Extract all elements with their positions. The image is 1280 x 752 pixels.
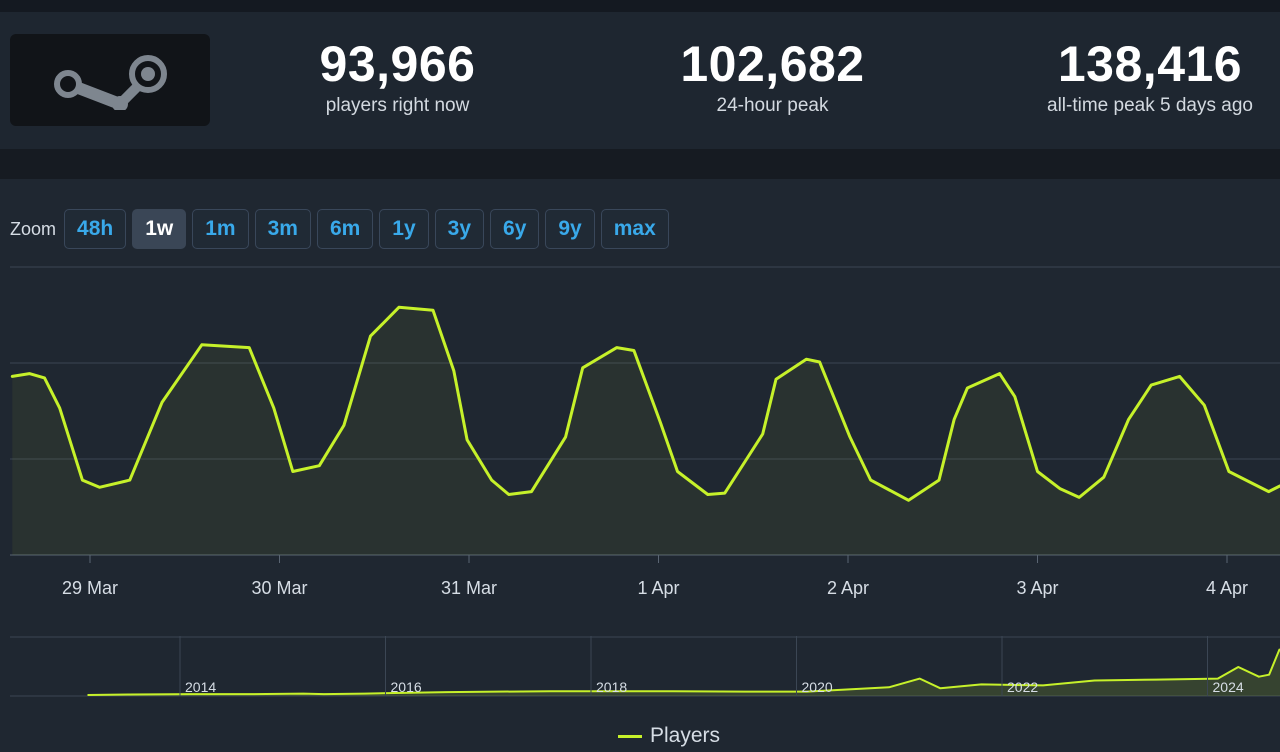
current-players-value: 93,966 (319, 36, 476, 92)
zoom-button-3m[interactable]: 3m (254, 209, 311, 249)
x-tick-label: 2 Apr (827, 578, 869, 598)
navigator-line-players (87, 648, 1280, 696)
player-count-chart[interactable]: 29 Mar 30 Mar 31 Mar 1 Apr 2 Apr 3 Apr 4 Apr (0, 255, 1280, 615)
navigator-tick-label: 2022 (1007, 679, 1038, 695)
x-tick-label: 31 Mar (441, 578, 497, 598)
section-gap (0, 149, 1280, 179)
zoom-controls: Zoom 48h 1w 1m 3m 6m 1y 3y 6y 9y max (10, 208, 675, 250)
x-tick-label: 3 Apr (1016, 578, 1058, 598)
zoom-label: Zoom (10, 218, 57, 239)
zoom-button-1m[interactable]: 1m (192, 209, 249, 249)
steam-logo-icon (54, 55, 167, 110)
x-tick-label: 1 Apr (637, 578, 679, 598)
chart-legend[interactable]: Players (618, 724, 720, 748)
navigator-tick-label: 2014 (185, 679, 216, 695)
series-line-players[interactable] (10, 305, 1280, 502)
navigator-tick-label: 2020 (802, 679, 833, 695)
all-time-peak-value: 138,416 (1057, 36, 1243, 92)
navigator-area-players (87, 649, 1280, 696)
all-time-peak-label: all-time peak 5 days ago (1047, 95, 1253, 116)
zoom-button-6y[interactable]: 6y (490, 209, 540, 249)
x-tick-label: 30 Mar (251, 578, 307, 598)
navigator-tick-label: 2024 (1213, 679, 1244, 695)
navigator-tick-label: 2018 (596, 679, 627, 695)
current-players-stat: 93,966 players right now (290, 36, 505, 118)
navigator-tick-label: 2016 (391, 679, 422, 695)
zoom-button-48h[interactable]: 48h (64, 209, 127, 249)
top-strip (0, 0, 1280, 12)
zoom-button-1y[interactable]: 1y (379, 209, 429, 249)
zoom-button-6m[interactable]: 6m (316, 209, 374, 249)
zoom-button-9y[interactable]: 9y (545, 209, 595, 249)
legend-swatch (618, 734, 642, 738)
zoom-button-3y[interactable]: 3y (434, 209, 485, 249)
all-time-peak-stat: 138,416 all-time peak 5 days ago (1025, 36, 1275, 118)
current-players-label: players right now (325, 95, 470, 116)
day-peak-stat: 102,682 24-hour peak (650, 36, 895, 118)
legend-label: Players (650, 724, 721, 747)
day-peak-label: 24-hour peak (716, 95, 829, 116)
series-area-players (12, 307, 1280, 555)
stats-header: 93,966 players right now 102,682 24-hour… (0, 12, 1280, 149)
game-logo (10, 34, 210, 126)
x-tick-label: 4 Apr (1206, 578, 1248, 598)
zoom-button-1w[interactable]: 1w (132, 209, 187, 249)
chart-panel (0, 179, 1280, 752)
zoom-button-max[interactable]: max (600, 209, 669, 249)
day-peak-value: 102,682 (680, 36, 865, 92)
x-tick-label: 29 Mar (62, 578, 118, 598)
navigator-chart[interactable]: 2014 2016 2018 2020 2022 2024 (0, 636, 1280, 700)
